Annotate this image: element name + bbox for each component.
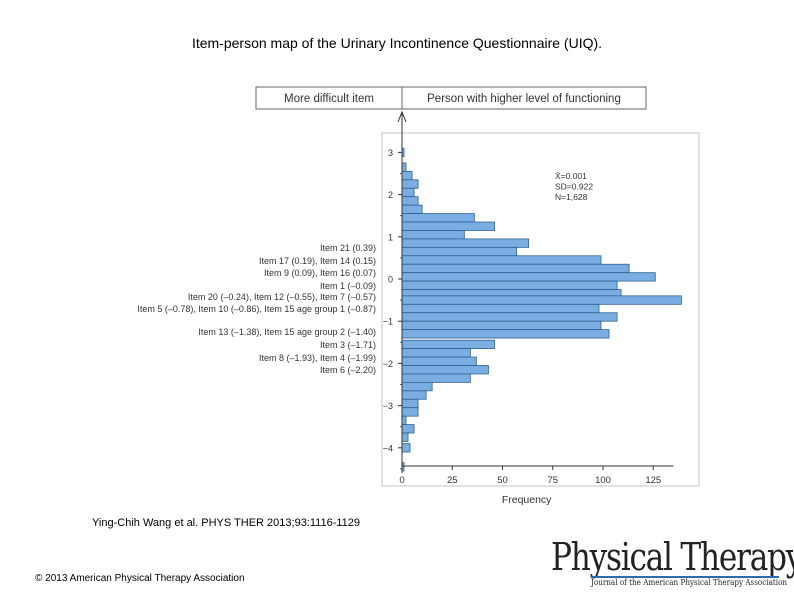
header-right-box (401, 86, 647, 110)
histogram-bar (401, 162, 407, 172)
histogram-bar (401, 170, 413, 181)
histogram-bar (401, 213, 475, 223)
y-tick-label: 0 (388, 275, 393, 285)
journal-logo: Physical Therapy Journal of the American… (551, 536, 794, 594)
histogram-bar (401, 280, 618, 290)
histogram-bar (401, 415, 407, 425)
histogram-bar (401, 365, 489, 375)
y-axis-arrow (397, 110, 407, 123)
x-axis-title: Frequency (502, 494, 552, 506)
item-label: Item 8 (–1.93), Item 4 (–1.99) (259, 353, 376, 363)
item-label: Item 5 (–0.78), Item 10 (–0.86), Item 15… (137, 304, 376, 314)
histogram-bar (401, 230, 465, 240)
logo-rule (591, 576, 779, 578)
histogram-bar (401, 179, 419, 189)
y-tick-label: −3 (383, 401, 393, 411)
x-tick-label: 100 (595, 475, 611, 486)
histogram-bar (401, 246, 517, 257)
histogram-bar (401, 443, 411, 453)
stats-text: X̄=0.001 (555, 171, 587, 181)
histogram-bar (401, 295, 682, 305)
stats-text: N=1,628 (555, 192, 588, 202)
item-label: Item 17 (0.19), Item 14 (0.15) (259, 256, 376, 266)
histogram-bar (401, 303, 600, 314)
y-tick-label: −4 (383, 443, 393, 453)
x-tick-label: 50 (497, 475, 508, 486)
histogram-bar (401, 424, 415, 434)
histogram-bar (401, 187, 415, 198)
item-label: Item 20 (–0.24), Item 12 (–0.55), Item 7… (188, 292, 376, 302)
histogram-bar (401, 348, 471, 358)
item-label: Item 9 (0.09), Item 16 (0.07) (264, 268, 376, 278)
histogram-bar (401, 263, 630, 274)
x-tick-label: 125 (645, 475, 661, 486)
histogram-bar (401, 381, 433, 392)
item-label: Item 6 (–2.20) (320, 365, 376, 375)
y-tick-label: 1 (388, 232, 393, 242)
histogram-bar (401, 390, 427, 400)
histogram-bar (401, 329, 610, 339)
citation: Ying-Chih Wang et al. PHYS THER 2013;93:… (92, 517, 361, 529)
copyright: © 2013 American Physical Therapy Associa… (35, 573, 245, 584)
item-label: Item 1 (–0.09) (320, 281, 376, 291)
histogram-bar (401, 272, 656, 282)
histogram-bar (401, 196, 419, 206)
item-label: Item 21 (0.39) (320, 243, 376, 253)
histogram-bar (401, 221, 495, 231)
y-tick-label: 3 (388, 148, 393, 158)
histogram-bar (401, 320, 602, 331)
y-tick-label: 2 (388, 190, 393, 200)
slide-title: Item-person map of the Urinary Incontine… (191, 35, 603, 51)
x-tick-label: 25 (447, 475, 458, 486)
histogram-bar (401, 204, 423, 214)
histogram-bar (401, 238, 530, 248)
histogram-bar (401, 398, 419, 409)
logo-title: Physical Therapy (551, 535, 794, 579)
histogram-bar (401, 339, 495, 350)
y-tick-label: −1 (383, 317, 393, 327)
item-label: Item 13 (–1.38), Item 15 age group 2 (–1… (198, 327, 376, 337)
x-tick-label: 0 (399, 475, 404, 486)
histogram-bar (401, 356, 477, 366)
histogram-bar (401, 373, 471, 383)
histogram-bar (401, 432, 409, 442)
header-left-label: More difficult item (284, 93, 374, 105)
histogram-bar (401, 312, 618, 322)
header-right-label: Person with higher level of functioning (427, 93, 621, 105)
logo-subtitle: Journal of the American Physical Therapy… (591, 578, 788, 587)
x-tick-label: 75 (547, 475, 558, 486)
histogram-bar (401, 255, 602, 265)
y-tick-label: −2 (383, 359, 393, 369)
item-label: Item 3 (–1.71) (320, 340, 376, 350)
stats-text: SD=0.922 (555, 182, 593, 192)
histogram-bar (401, 407, 419, 417)
